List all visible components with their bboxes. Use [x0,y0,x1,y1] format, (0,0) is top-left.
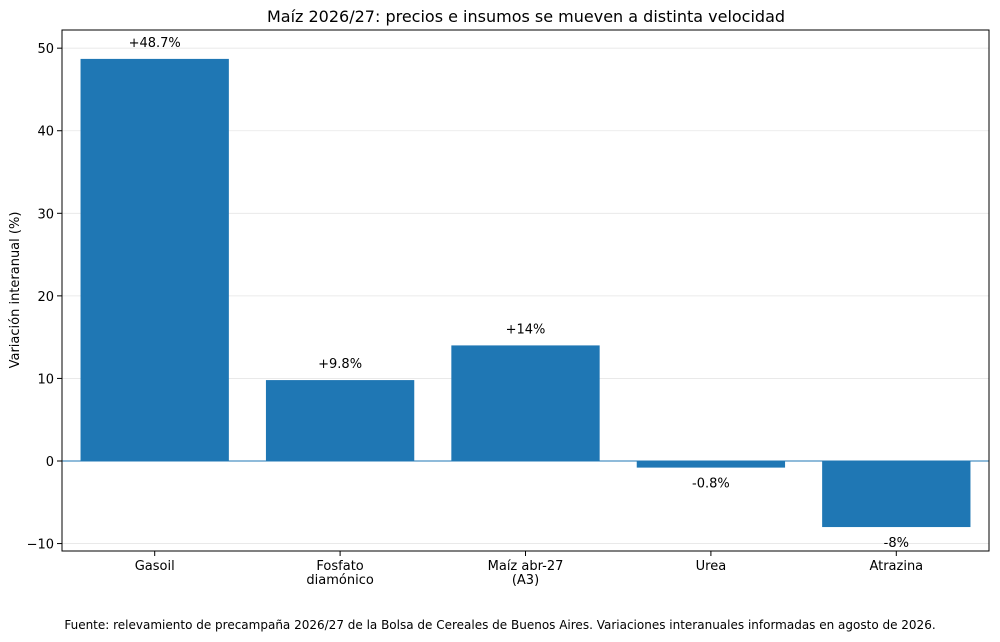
y-tick-label: 30 [37,207,54,222]
x-tick-label: Fosfato diamónico [306,559,373,588]
x-tick-label: Urea [696,559,727,574]
data-label: +14% [506,322,546,337]
y-tick-label: 10 [37,372,54,387]
y-tick-label: −10 [27,538,54,553]
chart-title: Maíz 2026/27: precios e insumos se mueve… [267,7,785,26]
y-tick-label: 20 [37,290,54,305]
data-label: -8% [884,536,909,551]
y-tick-label: 40 [37,125,54,140]
y-axis-ticks: −10 0 10 20 30 40 50 [27,42,62,553]
bar [636,461,786,468]
x-tick-label: Gasoil [135,559,175,574]
data-label: -0.8% [692,477,730,492]
x-axis-ticks: Gasoil Fosfato diamónico Maíz abr-27 (A3) Ure… [135,551,923,588]
x-tick-label: Maíz abr-27 (A3) [488,559,564,588]
x-tick-label: Atrazina [869,559,923,574]
y-tick-label: 50 [37,42,54,57]
bar [80,58,229,462]
data-label: +48.7% [129,36,181,51]
data-label: +9.8% [318,357,362,372]
bar [822,461,971,528]
bar [451,345,600,462]
y-axis-label: Variación interanual (%) [8,212,23,369]
y-tick-label: 0 [46,455,54,470]
bars [80,58,971,528]
data-labels: +48.7% +9.8% +14% -0.8% -8% [129,36,909,551]
bar [265,380,415,462]
source-footnote: Fuente: relevamiento de precampaña 2026/… [64,618,936,632]
